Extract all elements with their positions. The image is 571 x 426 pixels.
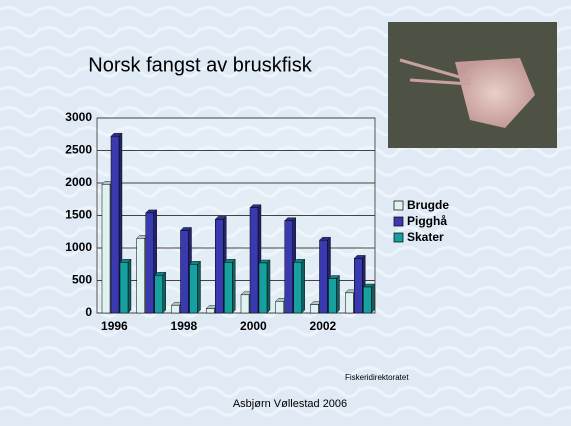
legend-label: Pigghå: [407, 214, 447, 228]
bar: [102, 184, 110, 313]
bar: [311, 305, 319, 313]
y-tick-label: 1500: [65, 208, 92, 222]
bar: [345, 293, 353, 313]
bar: [155, 275, 163, 313]
x-tick-label: 2002: [310, 319, 337, 333]
author: Asbjørn Vøllestad 2006: [233, 398, 347, 410]
legend-swatch: [394, 217, 403, 226]
bar-side: [128, 259, 131, 313]
photo: [388, 22, 557, 148]
bar: [190, 264, 198, 313]
bar: [354, 258, 362, 313]
legend-swatch: [394, 201, 403, 210]
bar: [320, 240, 328, 313]
bar: [285, 221, 293, 313]
bar: [181, 230, 189, 313]
bar-side: [267, 260, 270, 313]
y-tick-label: 1000: [65, 240, 92, 254]
x-tick-label: 2000: [240, 319, 267, 333]
source: Fiskeridirektoratet: [345, 373, 409, 382]
bar: [363, 287, 371, 313]
y-tick-label: 2000: [65, 175, 92, 189]
bar: [276, 301, 284, 313]
bar: [146, 213, 154, 313]
bar: [241, 295, 249, 313]
bar: [111, 136, 119, 313]
bar: [215, 219, 223, 313]
y-tick-label: 2500: [65, 143, 92, 157]
bar: [329, 279, 337, 313]
bar-side: [163, 272, 166, 313]
bar-side: [337, 276, 340, 313]
y-tick-label: 0: [85, 305, 92, 319]
legend-label: Skater: [407, 230, 444, 244]
bar: [172, 305, 180, 313]
y-tick-label: 500: [72, 273, 92, 287]
bar-side: [371, 284, 374, 313]
y-tick-label: 3000: [65, 110, 92, 124]
bar: [206, 308, 214, 313]
bar: [224, 262, 232, 313]
chart-title: Norsk fangst av bruskfisk: [88, 54, 312, 76]
legend-label: Brugde: [407, 198, 449, 212]
bar-side: [302, 259, 305, 313]
bar: [259, 263, 267, 313]
bar: [120, 262, 128, 313]
bar-side: [232, 259, 235, 313]
slide: Norsk fangst av bruskfisk Fiskeridirekto…: [0, 0, 571, 426]
bar: [250, 208, 258, 313]
x-tick-label: 1998: [171, 319, 198, 333]
legend-swatch: [394, 233, 403, 242]
bar: [137, 238, 145, 313]
x-tick-label: 1996: [101, 319, 128, 333]
bar-side: [198, 261, 201, 313]
bar: [294, 262, 302, 313]
